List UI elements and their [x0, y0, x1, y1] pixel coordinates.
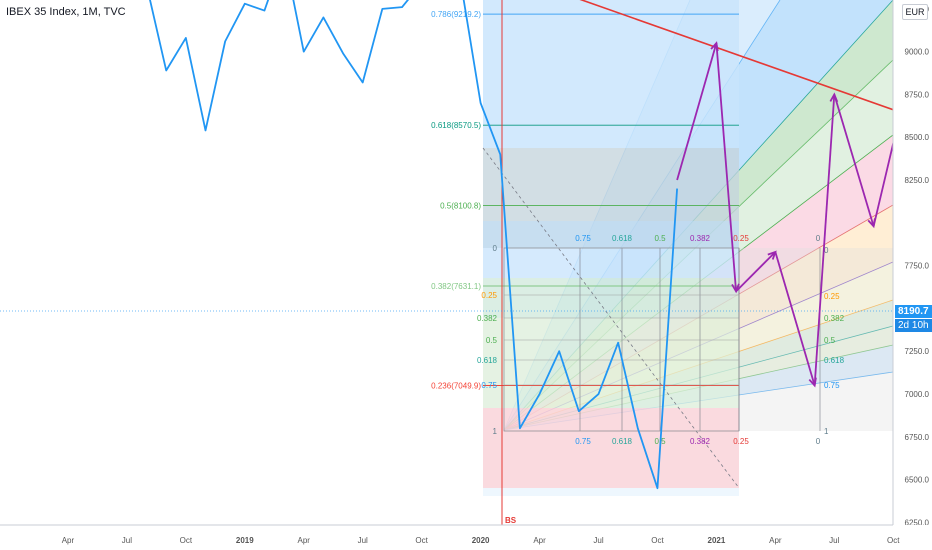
- x-tick-label: Apr: [769, 536, 782, 545]
- y-tick-label: 7750.0: [905, 262, 930, 271]
- x-tick-label: Oct: [180, 536, 193, 545]
- gann-right-label: 0.382: [824, 314, 845, 323]
- price-axis: 9250.09000.08750.08500.08250.07750.07500…: [892, 0, 932, 550]
- gann-top-label: 0.75: [575, 234, 591, 243]
- x-tick-label: Oct: [651, 536, 664, 545]
- projection-segment: [774, 251, 816, 386]
- projection-segment: [676, 42, 718, 181]
- x-tick-label: Jul: [593, 536, 603, 545]
- projection-segment: [735, 251, 776, 292]
- gann-bottom-label: 0.618: [612, 437, 633, 446]
- gann-left-label: 0.5: [486, 336, 498, 345]
- price-axis-bg: [893, 0, 932, 550]
- x-tick-label: 2021: [708, 536, 726, 545]
- gann-right-label: 1: [824, 427, 829, 436]
- gann-bottom-label: 0.25: [733, 437, 749, 446]
- currency-badge[interactable]: EUR: [902, 4, 928, 20]
- gann-left-label: 1: [493, 427, 498, 436]
- bs-marker-label: BS: [505, 516, 517, 525]
- y-tick-label: 6500.0: [905, 476, 930, 485]
- gann-left-label: 0.382: [477, 314, 498, 323]
- x-tick-label: Apr: [533, 536, 546, 545]
- time-axis: Apr Jul Oct 2019 Apr Jul Oct 2020 Apr Jul Oct 2021 A…: [0, 524, 932, 550]
- fib-level-label: 0.786(9219.2): [431, 10, 481, 19]
- y-tick-label: 7250.0: [905, 347, 930, 356]
- x-tick-label: Jul: [358, 536, 368, 545]
- projection-segment: [715, 43, 737, 292]
- gann-left-label: 0: [493, 244, 498, 253]
- fib-zone-red: [483, 408, 739, 488]
- last-price-tag: 8190.7: [895, 305, 932, 318]
- y-tick-label: 8250.0: [905, 176, 930, 185]
- gann-top-label: 0.5: [654, 234, 666, 243]
- projection-segment: [813, 94, 836, 386]
- chart-title: IBEX 35 Index, 1M, TVC: [6, 6, 126, 18]
- projection-segment: [833, 94, 875, 227]
- gann-top-label: 0.618: [612, 234, 633, 243]
- fib-level-label: 0.5(8100.8): [440, 202, 481, 211]
- gann-left-label: 0.75: [481, 381, 497, 390]
- x-tick-label: 2020: [472, 536, 490, 545]
- gann-right-label: 0.25: [824, 292, 840, 301]
- gann-left-label: 0.25: [481, 291, 497, 300]
- gann-right-label: 0: [824, 246, 829, 255]
- fib-level-label: 0.236(7049.9): [431, 382, 481, 391]
- x-tick-label: Jul: [829, 536, 839, 545]
- gann-bottom-label: 0.75: [575, 437, 591, 446]
- x-tick-label: Jul: [122, 536, 132, 545]
- gann-right-label: 0.5: [824, 336, 836, 345]
- price-series-line: [149, 0, 678, 490]
- gann-right-label: 0.618: [824, 356, 845, 365]
- y-tick-label: 6750.0: [905, 433, 930, 442]
- x-tick-label: Oct: [887, 536, 900, 545]
- fib-level-label: 0.618(8570.5): [431, 121, 481, 130]
- fib-level-label: 0.382(7631.1): [431, 282, 481, 291]
- gann-bottom-label: 0.382: [690, 437, 711, 446]
- top-blue-band: [483, 0, 739, 148]
- fib-zone-blue: [483, 221, 739, 278]
- x-tick-label: Apr: [62, 536, 75, 545]
- gann-top-label: 0: [816, 234, 821, 243]
- y-tick-label: 8500.0: [905, 133, 930, 142]
- gann-bottom-label: 0: [816, 437, 821, 446]
- y-tick-label: 7000.0: [905, 390, 930, 399]
- y-tick-label: 9000.0: [905, 48, 930, 57]
- y-tick-label: 6250.0: [905, 518, 930, 527]
- resistance-trendline: [579, 0, 914, 118]
- x-tick-label: Apr: [298, 536, 311, 545]
- x-tick-label: Oct: [415, 536, 428, 545]
- countdown-tag: 2d 10h: [895, 319, 932, 332]
- gann-right-label: 0.75: [824, 381, 840, 390]
- gann-top-label: 0.25: [733, 234, 749, 243]
- time-axis-bg: [0, 525, 932, 550]
- y-tick-label: 8750.0: [905, 90, 930, 99]
- fib-zone-green: [483, 278, 739, 318]
- gann-left-label: 0.618: [477, 356, 498, 365]
- x-tick-label: 2019: [236, 536, 254, 545]
- gann-top-label: 0.382: [690, 234, 711, 243]
